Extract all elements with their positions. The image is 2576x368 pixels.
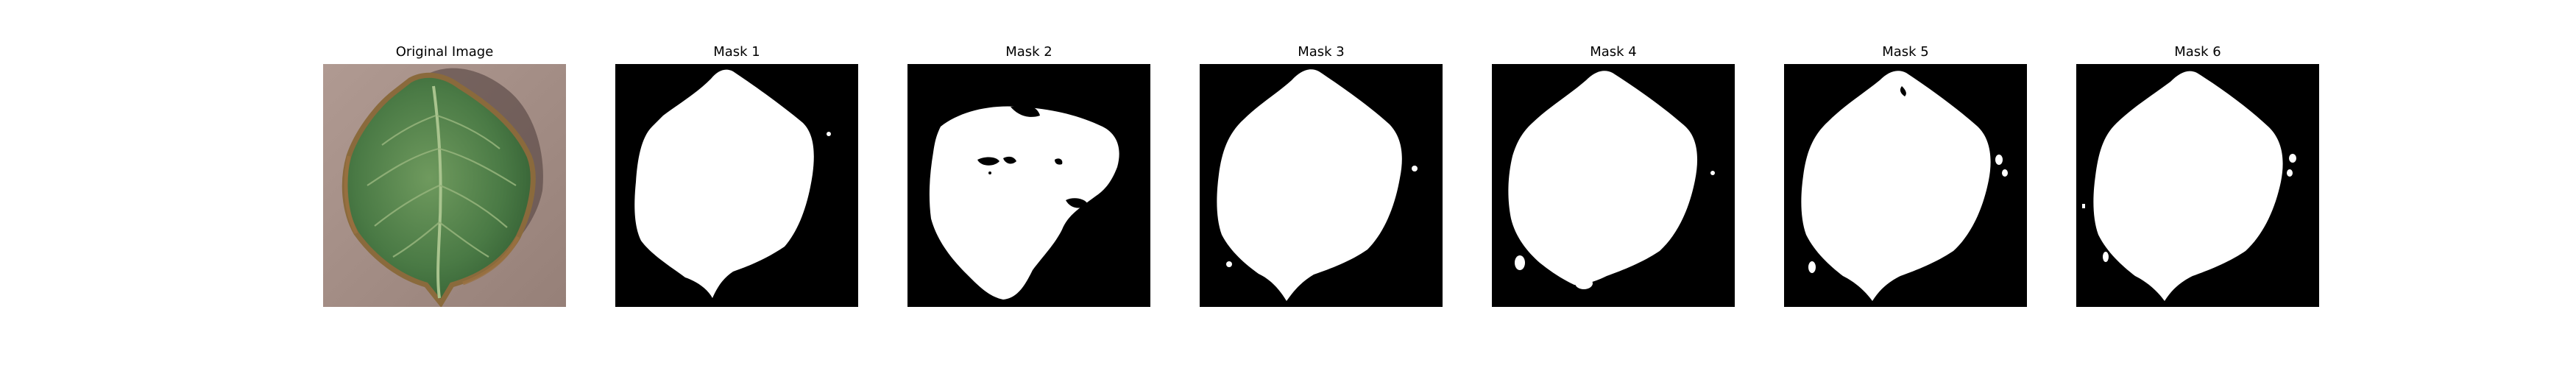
panel-title-mask-3: Mask 3: [1298, 44, 1345, 60]
mask-1-image: [615, 64, 858, 307]
mask-3-panel: Mask 3: [1200, 43, 1443, 307]
mask-4-image: [1492, 64, 1735, 307]
panel-title-mask-5: Mask 5: [1882, 44, 1929, 60]
panel-title-mask-2: Mask 2: [1005, 44, 1052, 60]
leaf-photo: [323, 64, 566, 307]
mask-3-image: [1200, 64, 1443, 307]
panel-title-original-image: Original Image: [395, 44, 494, 60]
panel-title-mask-4: Mask 4: [1590, 44, 1637, 60]
original-image-panel: Original Image: [323, 43, 566, 307]
mask-2-panel: Mask 2: [907, 43, 1150, 307]
mask-6-panel: Mask 6: [2076, 43, 2319, 307]
panel-title-mask-6: Mask 6: [2174, 44, 2221, 60]
mask-4-panel: Mask 4: [1492, 43, 1735, 307]
mask-2-image: [907, 64, 1150, 307]
mask-5-image: [1784, 64, 2027, 307]
panel-title-mask-1: Mask 1: [713, 44, 760, 60]
mask-1-panel: Mask 1: [615, 43, 858, 307]
mask-6-image: [2076, 64, 2319, 307]
mask-5-panel: Mask 5: [1784, 43, 2027, 307]
